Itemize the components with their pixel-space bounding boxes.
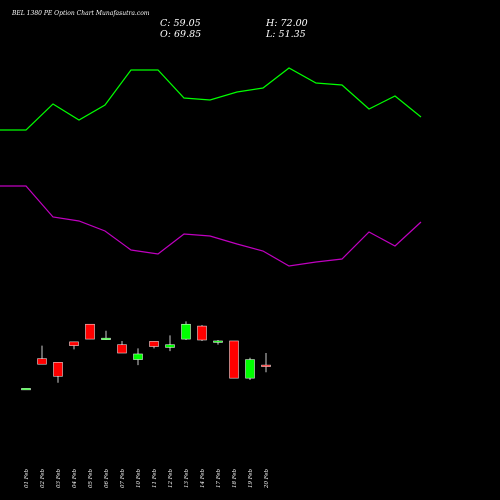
candles <box>21 321 271 391</box>
candle-body <box>21 388 31 391</box>
x-tick-label: 03 Feb <box>56 468 62 488</box>
candle <box>245 357 255 381</box>
lower-band-line <box>0 185 422 267</box>
candle <box>21 388 31 391</box>
candle-body <box>197 325 207 341</box>
x-axis-labels: 01 Feb 02 Feb 03 Feb 04 Feb 05 Feb 06 Feb 07 F… <box>24 468 270 489</box>
x-tick-label: 14 Feb <box>200 468 206 488</box>
candle <box>149 341 159 349</box>
x-tick-label: 18 Feb <box>232 468 238 488</box>
candle <box>181 321 191 341</box>
candle <box>69 341 79 350</box>
x-tick-label: 20 Feb <box>264 468 270 489</box>
candle <box>197 325 207 341</box>
candle-body <box>181 323 191 340</box>
candle-body <box>133 353 143 360</box>
candle-body <box>37 358 47 365</box>
upper-band-line <box>0 67 422 131</box>
candle <box>261 353 271 373</box>
candle <box>213 340 223 345</box>
x-tick-label: 17 Feb <box>216 468 222 488</box>
x-tick-label: 19 Feb <box>248 468 254 488</box>
candle-body <box>69 341 79 346</box>
candle <box>117 340 127 354</box>
candle-body <box>213 340 223 343</box>
x-tick-label: 04 Feb <box>72 468 78 488</box>
x-tick-label: 05 Feb <box>88 468 94 488</box>
candle-body <box>117 344 127 354</box>
candle <box>53 362 63 383</box>
low-value: L: 51.35 <box>266 29 306 40</box>
candle-body <box>245 359 255 379</box>
x-tick-label: 13 Feb <box>184 468 190 488</box>
x-tick-label: 02 Feb <box>40 468 46 488</box>
candle <box>133 348 143 366</box>
candle-body <box>261 364 271 367</box>
candle <box>101 330 111 341</box>
x-tick-label: 12 Feb <box>168 468 174 488</box>
high-value: H: 72.00 <box>266 18 308 29</box>
close-value: C: 59.05 <box>160 18 201 29</box>
candle-body <box>101 337 111 340</box>
candle-body <box>149 341 159 347</box>
x-tick-label: 10 Feb <box>136 468 142 488</box>
x-tick-label: 11 Feb <box>152 468 158 488</box>
candle-body <box>53 362 63 377</box>
candle-body <box>229 340 239 379</box>
band-lines <box>0 67 422 267</box>
candle-body <box>165 344 175 348</box>
candle <box>85 323 95 340</box>
open-value: O: 69.85 <box>160 29 202 40</box>
x-tick-label: 07 Feb <box>120 468 126 488</box>
x-tick-label: 06 Feb <box>104 468 110 488</box>
candle <box>229 340 239 379</box>
candle <box>37 345 47 365</box>
candle <box>165 335 175 352</box>
x-tick-label: 01 Feb <box>24 468 30 488</box>
candle-body <box>85 323 95 340</box>
chart-title: BEL 1380 PE Option Chart Munafasutra.com <box>12 10 150 17</box>
